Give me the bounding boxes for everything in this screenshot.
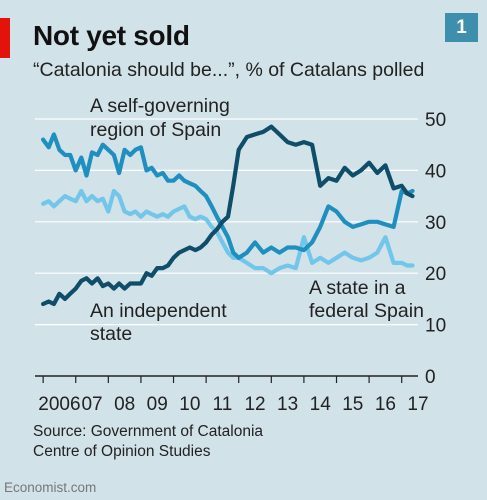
x-tick-label: 15 (342, 394, 363, 415)
x-tick-label: 08 (114, 394, 135, 415)
y-tick-label: 40 (425, 161, 446, 182)
x-tick-label: 14 (310, 394, 332, 415)
series-annotations: A self-governing region of Spain An inde… (90, 95, 424, 345)
source-line-2: Centre of Opinion Studies (33, 443, 211, 460)
y-tick-label: 50 (425, 110, 446, 131)
series-lines (41, 124, 415, 307)
x-tick-label: 13 (277, 394, 298, 415)
gridlines (35, 118, 418, 326)
annotation-federal-line1: A state in a (309, 277, 406, 299)
series-line-2 (41, 188, 415, 276)
annotation-self-governing-line1: A self-governing (90, 95, 230, 117)
annotation-federal-line2: federal Spain (309, 300, 424, 322)
annotation-independent-line2: state (90, 323, 132, 345)
x-tick-label: 11 (213, 394, 233, 415)
chart-title: Not yet sold (33, 20, 190, 51)
source-line-1: Source: Government of Catalonia (33, 423, 264, 440)
y-axis-ticks: 0 10 20 30 40 50 (425, 110, 446, 388)
x-tick-label: 2006 (38, 394, 80, 415)
x-axis (35, 375, 418, 383)
annotation-independent-line1: An independent (90, 300, 227, 322)
y-tick-label: 20 (425, 264, 446, 285)
y-tick-label: 10 (425, 316, 446, 337)
x-tick-label: 10 (179, 394, 200, 415)
y-tick-label: 0 (425, 367, 436, 388)
source-note: Source: Government of Catalonia Centre o… (33, 422, 263, 462)
x-tick-label: 17 (407, 394, 428, 415)
annotation-self-governing-line2: region of Spain (90, 119, 221, 141)
chart-number-badge: 1 (445, 13, 478, 42)
x-tick-label: 09 (147, 394, 168, 415)
series-line-0 (41, 132, 415, 260)
brand-footer: Economist.com (4, 480, 97, 495)
x-tick-label: 12 (244, 394, 265, 415)
x-tick-label: 16 (375, 394, 396, 415)
x-tick-label: 07 (81, 394, 102, 415)
chart-subtitle: “Catalonia should be...”, % of Catalans … (33, 59, 425, 81)
x-axis-ticks: 2006 07 08 09 10 11 12 13 14 15 16 17 (38, 394, 428, 415)
series-line-1 (41, 124, 415, 307)
y-tick-label: 30 (425, 213, 446, 234)
red-accent-bar (0, 18, 10, 58)
